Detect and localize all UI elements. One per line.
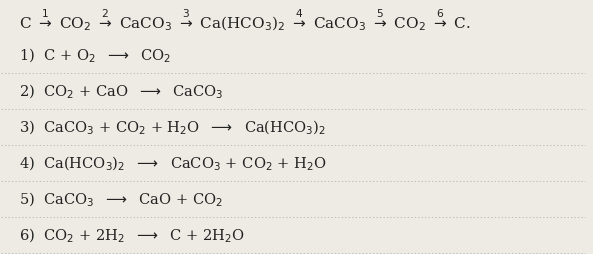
Text: 4)  Ca(HCO$_3$)$_2$  $\longrightarrow$  CaCO$_3$ + CO$_2$ + H$_2$O: 4) Ca(HCO$_3$)$_2$ $\longrightarrow$ CaC… [19,154,327,173]
Text: 6)  CO$_2$ + 2H$_2$  $\longrightarrow$  C + 2H$_2$O: 6) CO$_2$ + 2H$_2$ $\longrightarrow$ C +… [19,226,245,245]
Text: 3)  CaCO$_3$ + CO$_2$ + H$_2$O  $\longrightarrow$  Ca(HCO$_3$)$_2$: 3) CaCO$_3$ + CO$_2$ + H$_2$O $\longrigh… [19,119,326,137]
Text: 1)  C + O$_2$  $\longrightarrow$  CO$_2$: 1) C + O$_2$ $\longrightarrow$ CO$_2$ [19,47,171,65]
Text: 2)  CO$_2$ + CaO  $\longrightarrow$  CaCO$_3$: 2) CO$_2$ + CaO $\longrightarrow$ CaCO$_… [19,83,223,101]
Text: 5)  CaCO$_3$  $\longrightarrow$  CaO + CO$_2$: 5) CaCO$_3$ $\longrightarrow$ CaO + CO$_… [19,190,223,209]
Text: C $\overset{1}{\rightarrow}$ CO$_2$ $\overset{2}{\rightarrow}$ CaCO$_3$ $\overse: C $\overset{1}{\rightarrow}$ CO$_2$ $\ov… [19,7,471,33]
